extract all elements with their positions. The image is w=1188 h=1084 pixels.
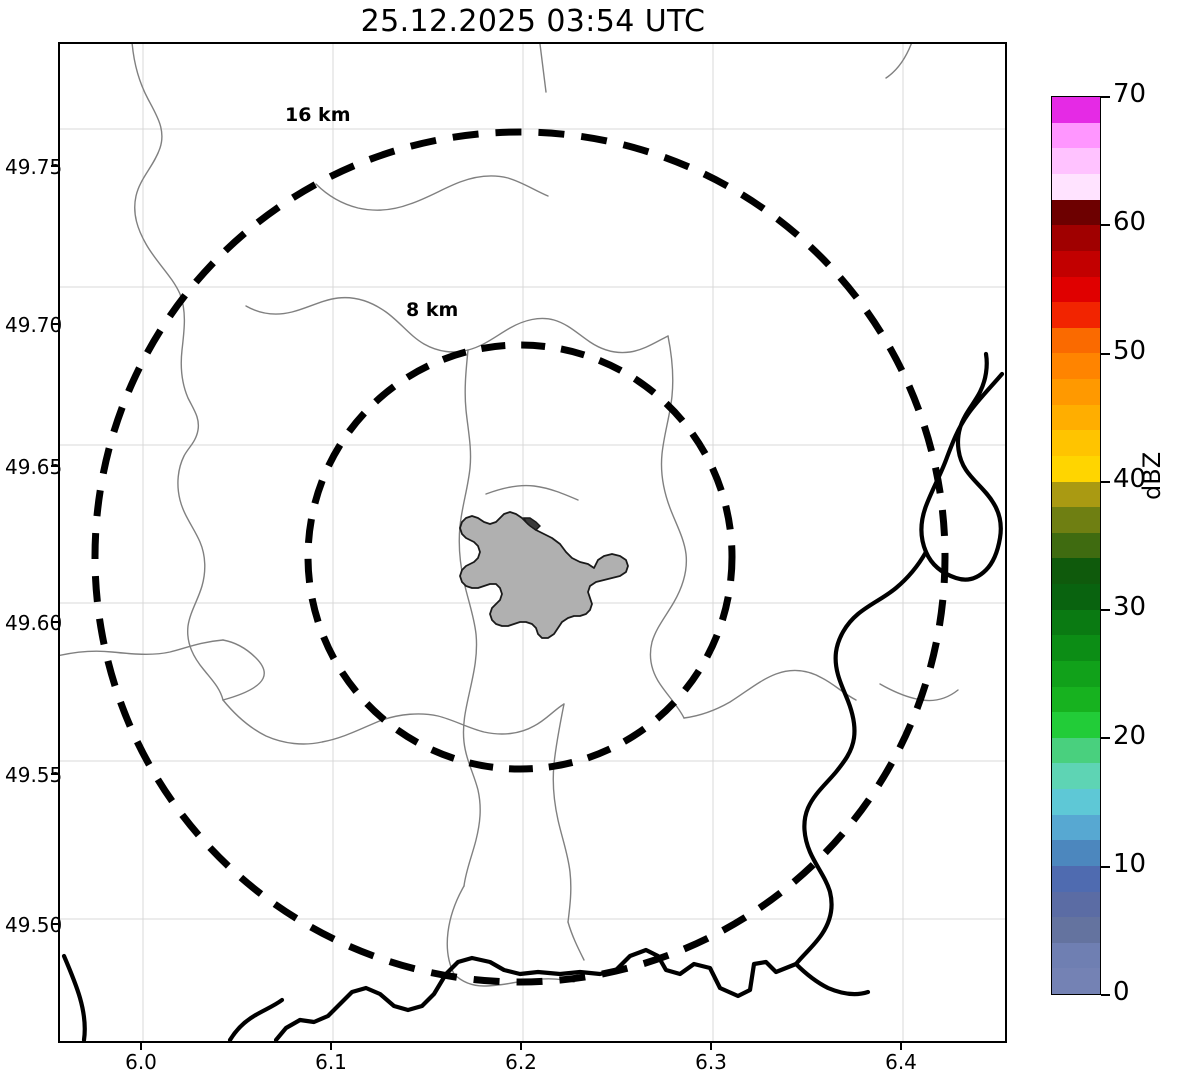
page-title: 25.12.2025 03:54 UTC (360, 4, 706, 39)
x-tick-mark (520, 1043, 522, 1050)
range-ring-label-8km: 8 km (406, 299, 459, 321)
colorbar-band-13 (1052, 635, 1100, 661)
colorbar-tick-label: 30 (1113, 592, 1147, 622)
colorbar-band-0 (1052, 968, 1100, 994)
colorbar-band-12 (1052, 660, 1100, 687)
x-tick-label: 6.0 (125, 1050, 157, 1074)
city-polygon (459, 511, 629, 639)
colorbar-tick-label: 40 (1113, 464, 1147, 494)
colorbar-band-2 (1052, 917, 1100, 943)
x-tick-mark (140, 1043, 142, 1050)
colorbar-tick-label: 20 (1113, 721, 1147, 751)
colorbar-band-9 (1052, 737, 1100, 764)
colorbar-tick-label: 10 (1113, 849, 1147, 879)
colorbar-band-29 (1052, 225, 1100, 251)
range-ring-label-16km: 16 km (285, 104, 351, 126)
country-border (61, 351, 1005, 1041)
colorbar-band-21 (1052, 430, 1100, 456)
colorbar-band-32 (1052, 148, 1100, 174)
colorbar-tick-label: 60 (1113, 207, 1147, 237)
colorbar-band-30 (1052, 199, 1100, 226)
colorbar-band-23 (1052, 379, 1100, 405)
colorbar-tick-mark (1101, 481, 1110, 483)
colorbar-band-11 (1052, 686, 1100, 713)
x-tick-label: 6.4 (885, 1050, 917, 1074)
x-tick-mark (900, 1043, 902, 1050)
colorbar-band-15 (1052, 584, 1100, 610)
colorbar-tick-label: 0 (1113, 977, 1130, 1007)
colorbar-band-22 (1052, 404, 1100, 431)
range-ring-16km (91, 128, 949, 986)
colorbar-band-27 (1052, 276, 1100, 303)
colorbar-band-14 (1052, 609, 1100, 636)
map-svg (60, 44, 1005, 1041)
x-tick-label: 6.1 (315, 1050, 347, 1074)
y-tick-mark (51, 465, 58, 467)
y-tick-mark (51, 323, 58, 325)
y-tick-mark (51, 165, 58, 167)
range-ring-8km (304, 341, 736, 773)
colorbar-band-10 (1052, 712, 1100, 738)
colorbar-band-6 (1052, 814, 1100, 841)
colorbar-band-5 (1052, 840, 1100, 866)
colorbar-band-16 (1052, 558, 1100, 584)
y-tick-mark (51, 621, 58, 623)
colorbar-tick-mark (1101, 224, 1110, 226)
colorbar-tick-mark (1101, 353, 1110, 355)
colorbar-band-24 (1052, 353, 1100, 379)
colorbar-band-18 (1052, 507, 1100, 533)
colorbar-tick-mark (1101, 866, 1110, 868)
colorbar-band-28 (1052, 250, 1100, 277)
y-tick-label: 49.75 (5, 155, 63, 179)
colorbar-band-26 (1052, 302, 1100, 328)
y-tick-label: 49.55 (5, 763, 63, 787)
colorbar-band-1 (1052, 942, 1100, 969)
y-tick-label: 49.50 (5, 913, 63, 937)
x-tick-mark (710, 1043, 712, 1050)
colorbar-band-17 (1052, 532, 1100, 559)
colorbar-tick-mark (1101, 994, 1110, 996)
colorbar-band-31 (1052, 174, 1100, 200)
colorbar-band-20 (1052, 455, 1100, 482)
colorbar-band-3 (1052, 891, 1100, 918)
colorbar-title: dBZ (1138, 451, 1166, 500)
x-tick-label: 6.3 (695, 1050, 727, 1074)
y-tick-label: 49.60 (5, 611, 63, 635)
y-tick-mark (51, 923, 58, 925)
y-tick-label: 49.65 (5, 455, 63, 479)
colorbar-band-4 (1052, 865, 1100, 892)
colorbar (1051, 96, 1101, 995)
x-tick-mark (330, 1043, 332, 1050)
colorbar-tick-label: 50 (1113, 336, 1147, 366)
x-tick-label: 6.2 (505, 1050, 537, 1074)
colorbar-tick-label: 70 (1113, 79, 1147, 109)
colorbar-band-34 (1052, 97, 1100, 123)
colorbar-tick-mark (1101, 737, 1110, 739)
colorbar-tick-mark (1101, 609, 1110, 611)
colorbar-band-25 (1052, 327, 1100, 354)
colorbar-band-7 (1052, 789, 1100, 815)
municipal-borders (60, 44, 959, 987)
y-tick-label: 49.70 (5, 313, 63, 337)
colorbar-band-8 (1052, 763, 1100, 789)
colorbar-band-33 (1052, 122, 1100, 149)
y-tick-mark (51, 773, 58, 775)
map-plot-area (58, 42, 1007, 1043)
colorbar-tick-mark (1101, 96, 1110, 98)
colorbar-band-19 (1052, 481, 1100, 508)
